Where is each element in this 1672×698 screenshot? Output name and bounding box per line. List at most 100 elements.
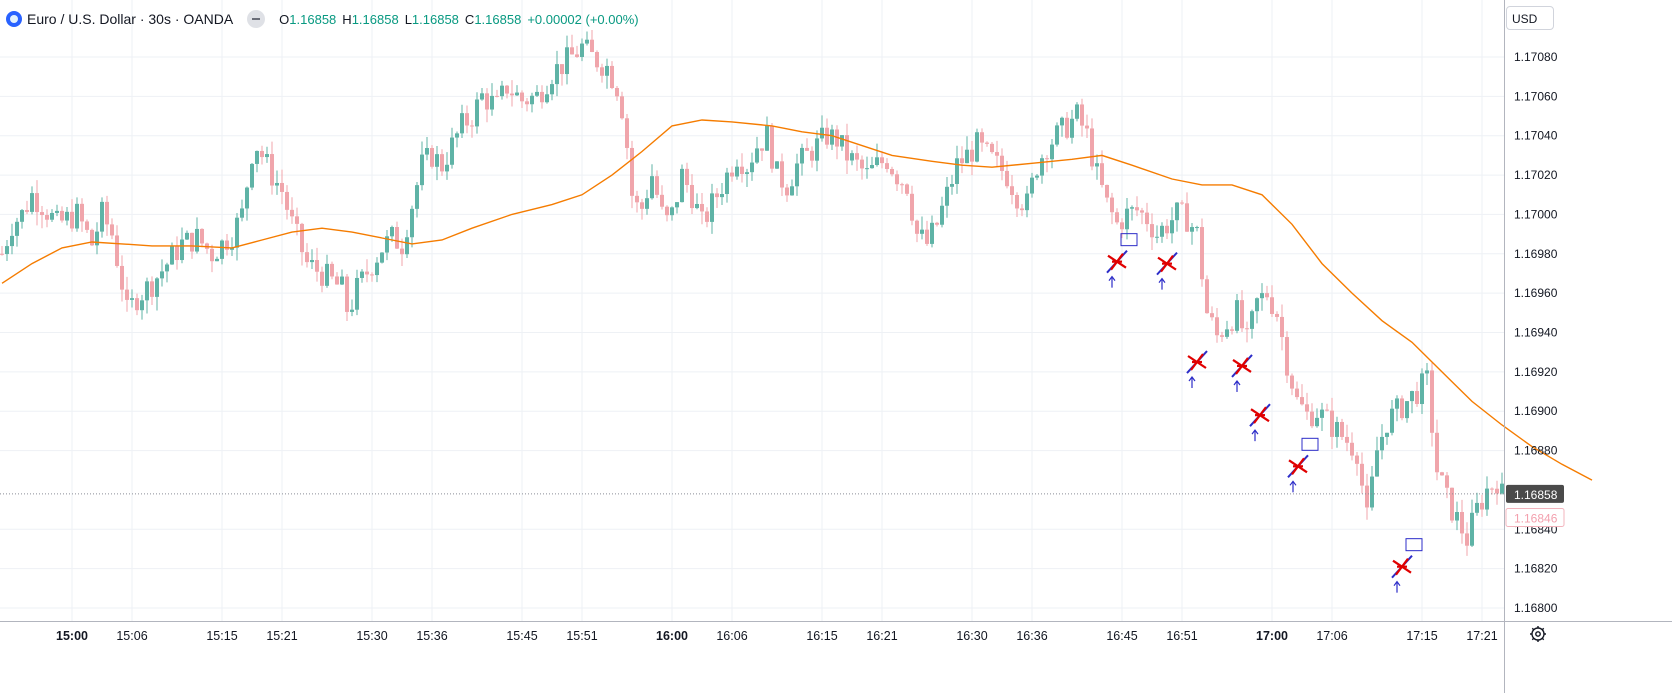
candle-body bbox=[620, 96, 624, 119]
candle-body bbox=[75, 203, 79, 229]
candle bbox=[1440, 471, 1444, 476]
candle bbox=[890, 166, 894, 177]
candle bbox=[30, 186, 34, 215]
candle-body bbox=[365, 271, 369, 275]
candle bbox=[200, 228, 204, 248]
candle bbox=[1360, 452, 1364, 494]
candle-body bbox=[510, 93, 514, 96]
candle-body bbox=[635, 195, 639, 203]
currency-button[interactable]: USD bbox=[1506, 6, 1554, 30]
candle-body bbox=[215, 258, 219, 262]
last-price-tag-bg bbox=[1506, 484, 1564, 503]
candle bbox=[795, 153, 799, 196]
candle-body bbox=[580, 43, 584, 57]
candle-body bbox=[1100, 163, 1104, 185]
x-tick-label: 16:21 bbox=[866, 629, 897, 643]
candle-body bbox=[445, 164, 449, 172]
candle bbox=[1310, 403, 1314, 429]
candle bbox=[205, 242, 209, 254]
candle bbox=[740, 153, 744, 183]
candle-body bbox=[865, 168, 869, 170]
candle bbox=[760, 148, 764, 162]
candle bbox=[140, 294, 144, 320]
candle-body bbox=[180, 239, 184, 261]
candle bbox=[1020, 204, 1024, 217]
y-tick-label: 1.17000 bbox=[1514, 207, 1558, 221]
y-tick-label: 1.16960 bbox=[1514, 286, 1558, 300]
x-tick-label: 15:45 bbox=[506, 629, 537, 643]
candle-body bbox=[840, 135, 844, 147]
candle bbox=[475, 92, 479, 134]
x-tick-label: 15:36 bbox=[416, 629, 447, 643]
candle-body bbox=[1390, 408, 1394, 433]
candle-body bbox=[735, 166, 739, 177]
candle bbox=[40, 205, 44, 229]
secondary-price-tag-bg bbox=[1505, 507, 1565, 527]
euro-symbol-icon[interactable] bbox=[6, 11, 22, 27]
candle bbox=[1140, 207, 1144, 225]
candle-body bbox=[990, 143, 994, 153]
candle bbox=[1320, 402, 1324, 432]
candle-body bbox=[85, 221, 89, 230]
candle bbox=[75, 197, 79, 232]
candle bbox=[1080, 98, 1084, 137]
candle bbox=[235, 213, 239, 261]
candle-body bbox=[55, 210, 59, 213]
candle bbox=[365, 259, 369, 283]
candle bbox=[945, 176, 949, 218]
candle-body bbox=[1000, 155, 1004, 171]
candle-body bbox=[1215, 317, 1219, 336]
candle bbox=[370, 272, 374, 282]
candle-body bbox=[1040, 158, 1044, 176]
candle-body bbox=[1430, 370, 1434, 433]
candle bbox=[1115, 208, 1119, 225]
candle bbox=[695, 193, 699, 210]
candle bbox=[1445, 471, 1449, 499]
candle-body bbox=[720, 194, 724, 198]
hide-legend-icon[interactable] bbox=[247, 10, 266, 28]
candle-body bbox=[1300, 397, 1304, 405]
candle-body bbox=[950, 183, 954, 187]
candle-body bbox=[185, 232, 189, 240]
candle bbox=[1450, 487, 1454, 523]
candle bbox=[1455, 501, 1459, 531]
candle bbox=[955, 145, 959, 194]
candle-body bbox=[1435, 432, 1439, 473]
candle bbox=[275, 170, 279, 195]
candle-body bbox=[1425, 370, 1429, 374]
candle bbox=[115, 225, 119, 268]
candle bbox=[330, 261, 334, 280]
candle-body bbox=[525, 101, 529, 105]
candle bbox=[510, 80, 514, 107]
candle-body bbox=[1090, 128, 1094, 167]
candle bbox=[465, 105, 469, 134]
candle bbox=[920, 216, 924, 240]
candle-body bbox=[705, 211, 709, 222]
candle bbox=[1045, 155, 1049, 173]
candle bbox=[335, 272, 339, 285]
candle bbox=[1480, 494, 1484, 517]
settings-gear-icon[interactable] bbox=[1528, 624, 1548, 644]
candle-body bbox=[435, 154, 439, 167]
last-price-label: 1.16858 bbox=[1514, 488, 1558, 502]
candle bbox=[1125, 198, 1129, 240]
x-tick-label: 16:00 bbox=[656, 629, 688, 643]
candle bbox=[400, 238, 404, 266]
candle-body bbox=[370, 274, 374, 276]
candle-body bbox=[750, 162, 754, 173]
candle bbox=[660, 185, 664, 210]
candle bbox=[985, 141, 989, 147]
candle bbox=[25, 200, 29, 215]
candle bbox=[590, 29, 594, 53]
symbol-title[interactable]: Euro / U.S. Dollar · 30s · OANDA bbox=[27, 11, 234, 27]
candle-body bbox=[970, 149, 974, 162]
candle bbox=[1495, 480, 1499, 505]
candle bbox=[210, 244, 214, 273]
candle-body bbox=[190, 232, 194, 252]
candle bbox=[445, 152, 449, 180]
candle-body bbox=[1260, 293, 1264, 299]
candle bbox=[90, 228, 94, 246]
signal-marker bbox=[1249, 403, 1271, 442]
